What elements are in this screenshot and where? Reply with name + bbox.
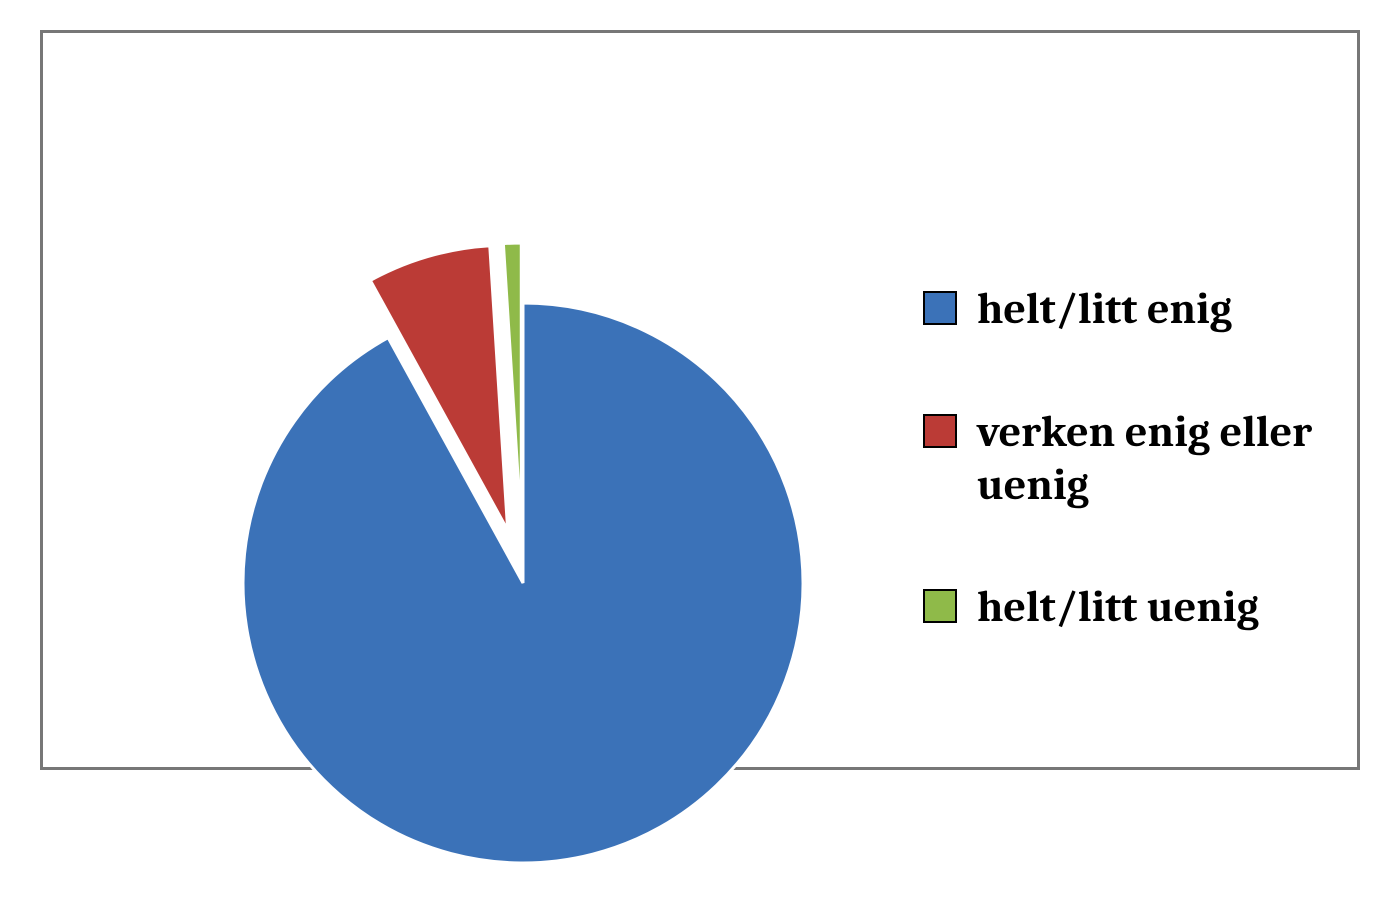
legend-item: helt/litt uenig <box>923 581 1343 634</box>
legend-label: verken enig eller uenig <box>977 406 1343 512</box>
legend-swatch <box>923 589 957 623</box>
legend-swatch <box>923 414 957 448</box>
legend-item: verken enig eller uenig <box>923 406 1343 512</box>
legend: helt/litt enig verken enig eller uenig h… <box>923 283 1343 704</box>
legend-label: helt/litt uenig <box>977 581 1259 634</box>
pie-slice <box>243 303 803 863</box>
pie-chart <box>103 103 903 903</box>
legend-swatch <box>923 291 957 325</box>
legend-item: helt/litt enig <box>923 283 1343 336</box>
chart-frame: helt/litt enig verken enig eller uenig h… <box>40 30 1360 770</box>
legend-label: helt/litt enig <box>977 283 1232 336</box>
